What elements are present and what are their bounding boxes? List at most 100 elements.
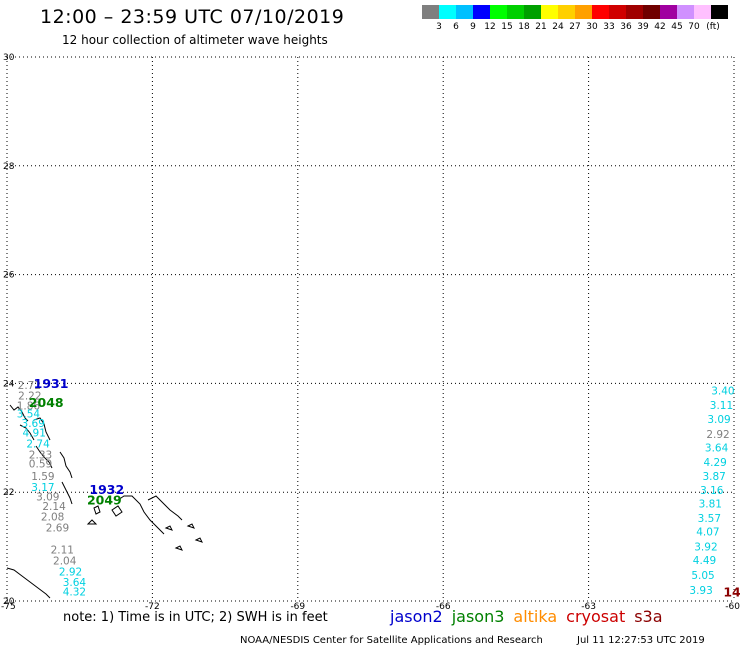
scale-label: 36 [620,22,632,32]
scale-label: 33 [603,22,615,32]
units-note: note: 1) Time is in UTC; 2) SWH is in fe… [63,610,328,625]
wave-height-value: 2.72 [18,380,41,392]
wave-height-value: 2.92 [706,429,729,441]
pass-time-label: 141 [723,585,740,600]
wave-height-value: 3.57 [698,513,721,525]
lon-tick-label: -72 [145,602,160,610]
scale-swatch [643,5,660,19]
wave-height-value: 4.91 [23,428,46,440]
wave-height-value: 2.11 [51,545,74,557]
lon-tick-label: -63 [581,602,596,610]
coastline-bahamas-west [9,404,53,469]
wave-height-value: 3.11 [710,400,733,412]
wave-height-value: 2.74 [26,439,50,451]
wave-height-value: 3.93 [689,585,712,597]
wave-height-value: 3.69 [22,418,45,430]
scale-label: 30 [586,22,598,32]
scale-swatch [507,5,524,19]
footer-credit: NOAA/NESDIS Center for Satellite Applica… [240,635,543,646]
wave-height-value: 4.32 [63,587,86,599]
scale-swatch [439,5,456,19]
wave-height-value: 4.29 [703,457,726,469]
altimeter-map: 2.722.221.863.543.694.912.742.330.591.59… [1,53,740,610]
lon-tick-label: -69 [290,602,305,610]
scale-label: 39 [637,22,649,32]
scale-swatch [677,5,694,19]
scale-label: 15 [501,22,513,32]
wave-height-value: 2.22 [18,391,41,403]
scale-swatch [626,5,643,19]
wave-height-value: 3.09 [707,414,730,426]
coastline-turks-caicos [117,495,183,535]
legend-jason2: jason2 [390,607,443,626]
scale-swatch [490,5,507,19]
pass-time-label: 2049 [87,493,122,508]
coastline-islands-south [86,505,123,525]
scale-label: 9 [470,22,476,32]
legend-s3a: s3a [634,607,663,626]
wave-height-value: 1.86 [17,401,41,413]
wave-height-value: 2.92 [59,566,82,578]
map-subtitle: 12 hour collection of altimeter wave hei… [62,33,328,47]
scale-swatch [694,5,711,19]
lon-tick-label: -75 [1,602,16,610]
coastline-eleuthera [59,451,73,479]
scale-swatch [711,5,728,19]
scale-label: 27 [569,22,581,32]
scale-label: 6 [453,22,459,32]
coastline-long-island [61,481,73,505]
scale-swatch [473,5,490,19]
wave-height-value: 0.59 [29,459,52,471]
wave-height-value: 3.09 [36,491,59,503]
pass-time-label: 2048 [29,395,64,410]
satellite-legend: jason2 jason3 altika cryosat s3a [390,607,672,626]
scale-label: (ft) [706,22,720,32]
scale-swatch [592,5,609,19]
wave-height-value: 2.33 [29,449,52,461]
scale-swatch [456,5,473,19]
map-frame [7,57,734,601]
scale-label: 42 [654,22,666,32]
scale-label: 70 [688,22,700,32]
scale-swatch [575,5,592,19]
scale-label: 21 [535,22,547,32]
wave-height-value: 3.81 [699,498,722,510]
scale-label: 24 [552,22,564,32]
coastline-cuba [6,567,51,599]
scale-label: 45 [671,22,683,32]
coastline-islets [164,523,203,551]
footer-timestamp: Jul 11 12:27:53 UTC 2019 [577,635,705,646]
lat-tick-label: 30 [3,53,15,63]
scale-label: 18 [518,22,530,32]
coastline-andros [33,417,51,441]
wave-height-value: 3.64 [705,442,729,454]
wave-height-value: 1.59 [31,471,54,483]
wave-height-value: 5.05 [691,570,714,582]
wave-height-values: 2.722.221.863.543.694.912.742.330.591.59… [17,380,735,599]
wave-height-value: 3.17 [31,482,54,494]
lon-tick-label: -60 [725,602,740,610]
scale-swatch [609,5,626,19]
scale-swatch [541,5,558,19]
lat-tick-label: 26 [3,271,15,281]
legend-altika: altika [513,607,558,626]
wave-height-value: 2.69 [46,522,69,534]
scale-label: 3 [436,22,442,32]
wave-height-value: 2.08 [41,511,64,523]
scale-swatch [524,5,541,19]
map-title: 12:00 – 23:59 UTC 07/10/2019 [40,6,345,28]
scale-swatch [660,5,677,19]
lat-tick-label: 22 [3,488,14,498]
wave-height-value: 3.92 [694,541,717,553]
map-grid [6,56,735,602]
scale-swatch [558,5,575,19]
legend-cryosat: cryosat [566,607,626,626]
scale-label: 12 [484,22,496,32]
wave-height-value: 3.87 [702,471,725,483]
wave-height-value: 4.49 [693,555,716,567]
axis-ticks: -75 -72 -69 -66 -63 -60 30 28 26 24 22 20 [1,53,740,610]
wave-height-value: 3.16 [700,485,724,497]
wave-height-value: 2.14 [42,501,66,513]
legend-jason3: jason3 [451,607,505,626]
